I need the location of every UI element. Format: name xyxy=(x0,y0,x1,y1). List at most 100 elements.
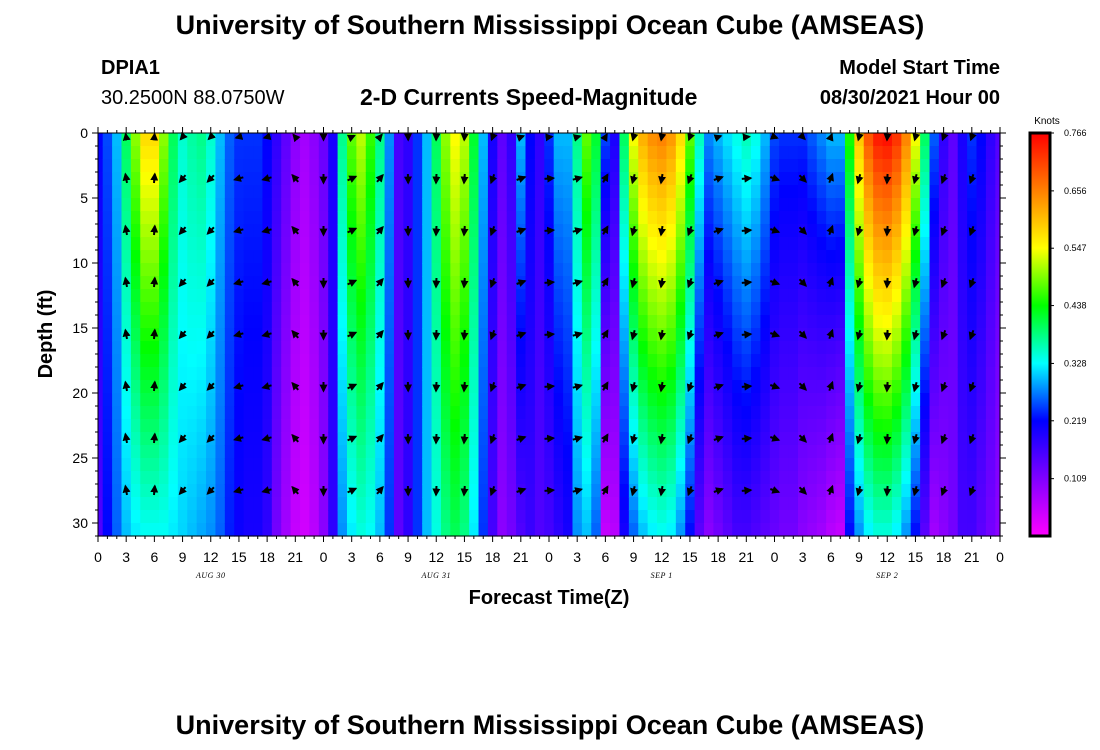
heatmap-cell xyxy=(920,211,931,225)
heatmap-cell xyxy=(957,406,968,420)
heatmap-cell xyxy=(581,159,592,173)
heatmap-cell xyxy=(196,458,207,472)
heatmap-cell xyxy=(403,250,414,264)
current-vector-arrow xyxy=(489,277,498,289)
heatmap-cell xyxy=(751,185,762,199)
heatmap-cell xyxy=(929,432,940,446)
heatmap-cell xyxy=(271,159,282,173)
heatmap-cell xyxy=(469,328,480,342)
heatmap-cell xyxy=(130,250,141,264)
heatmap-cell xyxy=(995,211,1001,225)
heatmap-cell xyxy=(572,315,583,329)
heatmap-cell xyxy=(487,146,498,160)
current-vector-arrow xyxy=(826,484,834,496)
heatmap-cell xyxy=(318,289,329,303)
heatmap-cell xyxy=(976,393,987,407)
heatmap-cell xyxy=(98,146,104,160)
heatmap-cell xyxy=(553,302,564,316)
heatmap-cell xyxy=(140,484,151,498)
heatmap-cell xyxy=(309,445,320,459)
heatmap-cell xyxy=(760,419,771,433)
heatmap-cell xyxy=(98,133,104,147)
heatmap-cell xyxy=(891,510,902,524)
heatmap-cell xyxy=(159,315,170,329)
heatmap-cell xyxy=(497,198,508,212)
heatmap-cell xyxy=(365,250,376,264)
current-vector-arrow xyxy=(798,434,808,443)
heatmap-cell xyxy=(497,471,508,485)
heatmap-cell xyxy=(262,419,273,433)
heatmap-cell xyxy=(300,471,311,485)
heatmap-cell xyxy=(478,172,489,186)
heatmap-cell xyxy=(243,146,254,160)
heatmap-cell xyxy=(98,497,104,511)
heatmap-cell xyxy=(863,497,874,511)
current-vector-arrow xyxy=(686,433,695,445)
heatmap-cell xyxy=(891,263,902,277)
heatmap-cell xyxy=(98,250,104,264)
heatmap-cell xyxy=(647,432,658,446)
current-vector-arrow xyxy=(291,329,300,339)
heatmap-cell xyxy=(591,185,602,199)
heatmap-cell xyxy=(957,367,968,381)
heatmap-cell xyxy=(412,367,423,381)
heatmap-cell xyxy=(478,471,489,485)
heatmap-cell xyxy=(149,354,160,368)
heatmap-cell xyxy=(215,198,226,212)
heatmap-cell xyxy=(882,263,893,277)
heatmap-cell xyxy=(816,289,827,303)
heatmap-cell xyxy=(525,354,536,368)
heatmap-cell xyxy=(177,250,188,264)
current-vector-arrow xyxy=(234,132,244,140)
heatmap-cell xyxy=(346,302,357,316)
heatmap-cell xyxy=(751,406,762,420)
heatmap-cell xyxy=(253,276,264,290)
heatmap-cell xyxy=(704,146,715,160)
heatmap-cell xyxy=(591,367,602,381)
heatmap-cell xyxy=(328,445,339,459)
heatmap-cell xyxy=(610,419,621,433)
heatmap-cell xyxy=(591,406,602,420)
heatmap-cell xyxy=(732,198,743,212)
heatmap-cell xyxy=(647,185,658,199)
heatmap-cell xyxy=(929,419,940,433)
heatmap-cell xyxy=(666,250,677,264)
heatmap-cell xyxy=(346,341,357,355)
heatmap-cell xyxy=(309,354,320,368)
current-vector-arrow xyxy=(489,173,498,185)
heatmap-cell xyxy=(121,211,132,225)
heatmap-cell xyxy=(788,250,799,264)
heatmap-cell xyxy=(356,263,367,277)
heatmap-cell xyxy=(412,250,423,264)
heatmap-cell xyxy=(384,146,395,160)
heatmap-cell xyxy=(694,484,705,498)
heatmap-cell xyxy=(271,432,282,446)
heatmap-cell xyxy=(497,367,508,381)
heatmap-cell xyxy=(816,354,827,368)
heatmap-cell xyxy=(300,354,311,368)
heatmap-cell xyxy=(610,432,621,446)
heatmap-cell xyxy=(929,484,940,498)
heatmap-cell xyxy=(957,393,968,407)
heatmap-cell xyxy=(356,523,367,537)
heatmap-cell xyxy=(732,393,743,407)
heatmap-cell xyxy=(929,510,940,524)
heatmap-cell xyxy=(929,198,940,212)
heatmap-cell xyxy=(619,237,630,251)
heatmap-cell xyxy=(647,276,658,290)
heatmap-cell xyxy=(985,328,996,342)
heatmap-cell xyxy=(328,159,339,173)
heatmap-cell xyxy=(196,341,207,355)
heatmap-cell xyxy=(300,263,311,277)
heatmap-cell xyxy=(271,406,282,420)
current-vector-arrow xyxy=(206,226,215,235)
heatmap-cell xyxy=(797,263,808,277)
heatmap-cell xyxy=(253,250,264,264)
heatmap-cell xyxy=(478,458,489,472)
current-vector-arrow xyxy=(432,433,441,445)
heatmap-cell xyxy=(797,289,808,303)
heatmap-cell xyxy=(337,393,348,407)
heatmap-cell xyxy=(882,146,893,160)
heatmap-cell xyxy=(797,341,808,355)
heatmap-cell xyxy=(534,289,545,303)
